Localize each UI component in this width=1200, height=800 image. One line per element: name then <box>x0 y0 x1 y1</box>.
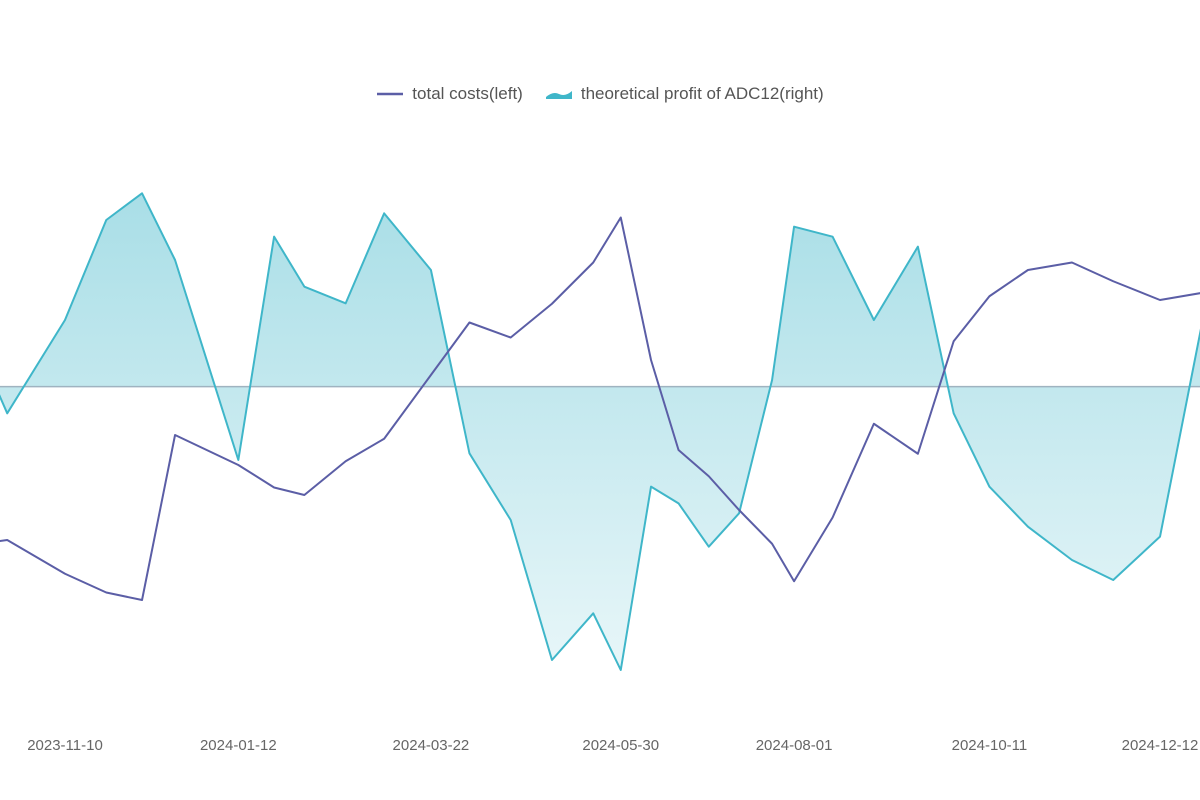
x-tick-label: 2023-11-10 <box>27 737 103 754</box>
total-costs-line <box>0 216 1200 601</box>
profit-area <box>0 193 1200 670</box>
x-tick-label: 2024-10-11 <box>952 737 1028 754</box>
x-tick-label: 2024-12-12 <box>1122 737 1199 754</box>
legend-item-total-costs[interactable]: total costs(left) <box>376 84 523 104</box>
x-tick-label: 2024-05-30 <box>582 737 659 754</box>
legend-label-profit: theoretical profit of ADC12(right) <box>580 84 824 103</box>
legend-item-profit[interactable]: theoretical profit of ADC12(right) <box>545 84 824 104</box>
line-legend-icon <box>377 92 404 96</box>
area-legend-icon <box>545 91 572 99</box>
x-tick-label: 2024-03-22 <box>393 737 470 754</box>
profit-line <box>0 192 1200 671</box>
x-tick-label: 2024-01-12 <box>200 737 277 754</box>
legend-label-total-costs: total costs(left) <box>412 84 523 103</box>
x-tick-label: 2024-08-01 <box>756 737 833 754</box>
legend: total costs(left) theoretical profit of … <box>0 84 1200 104</box>
